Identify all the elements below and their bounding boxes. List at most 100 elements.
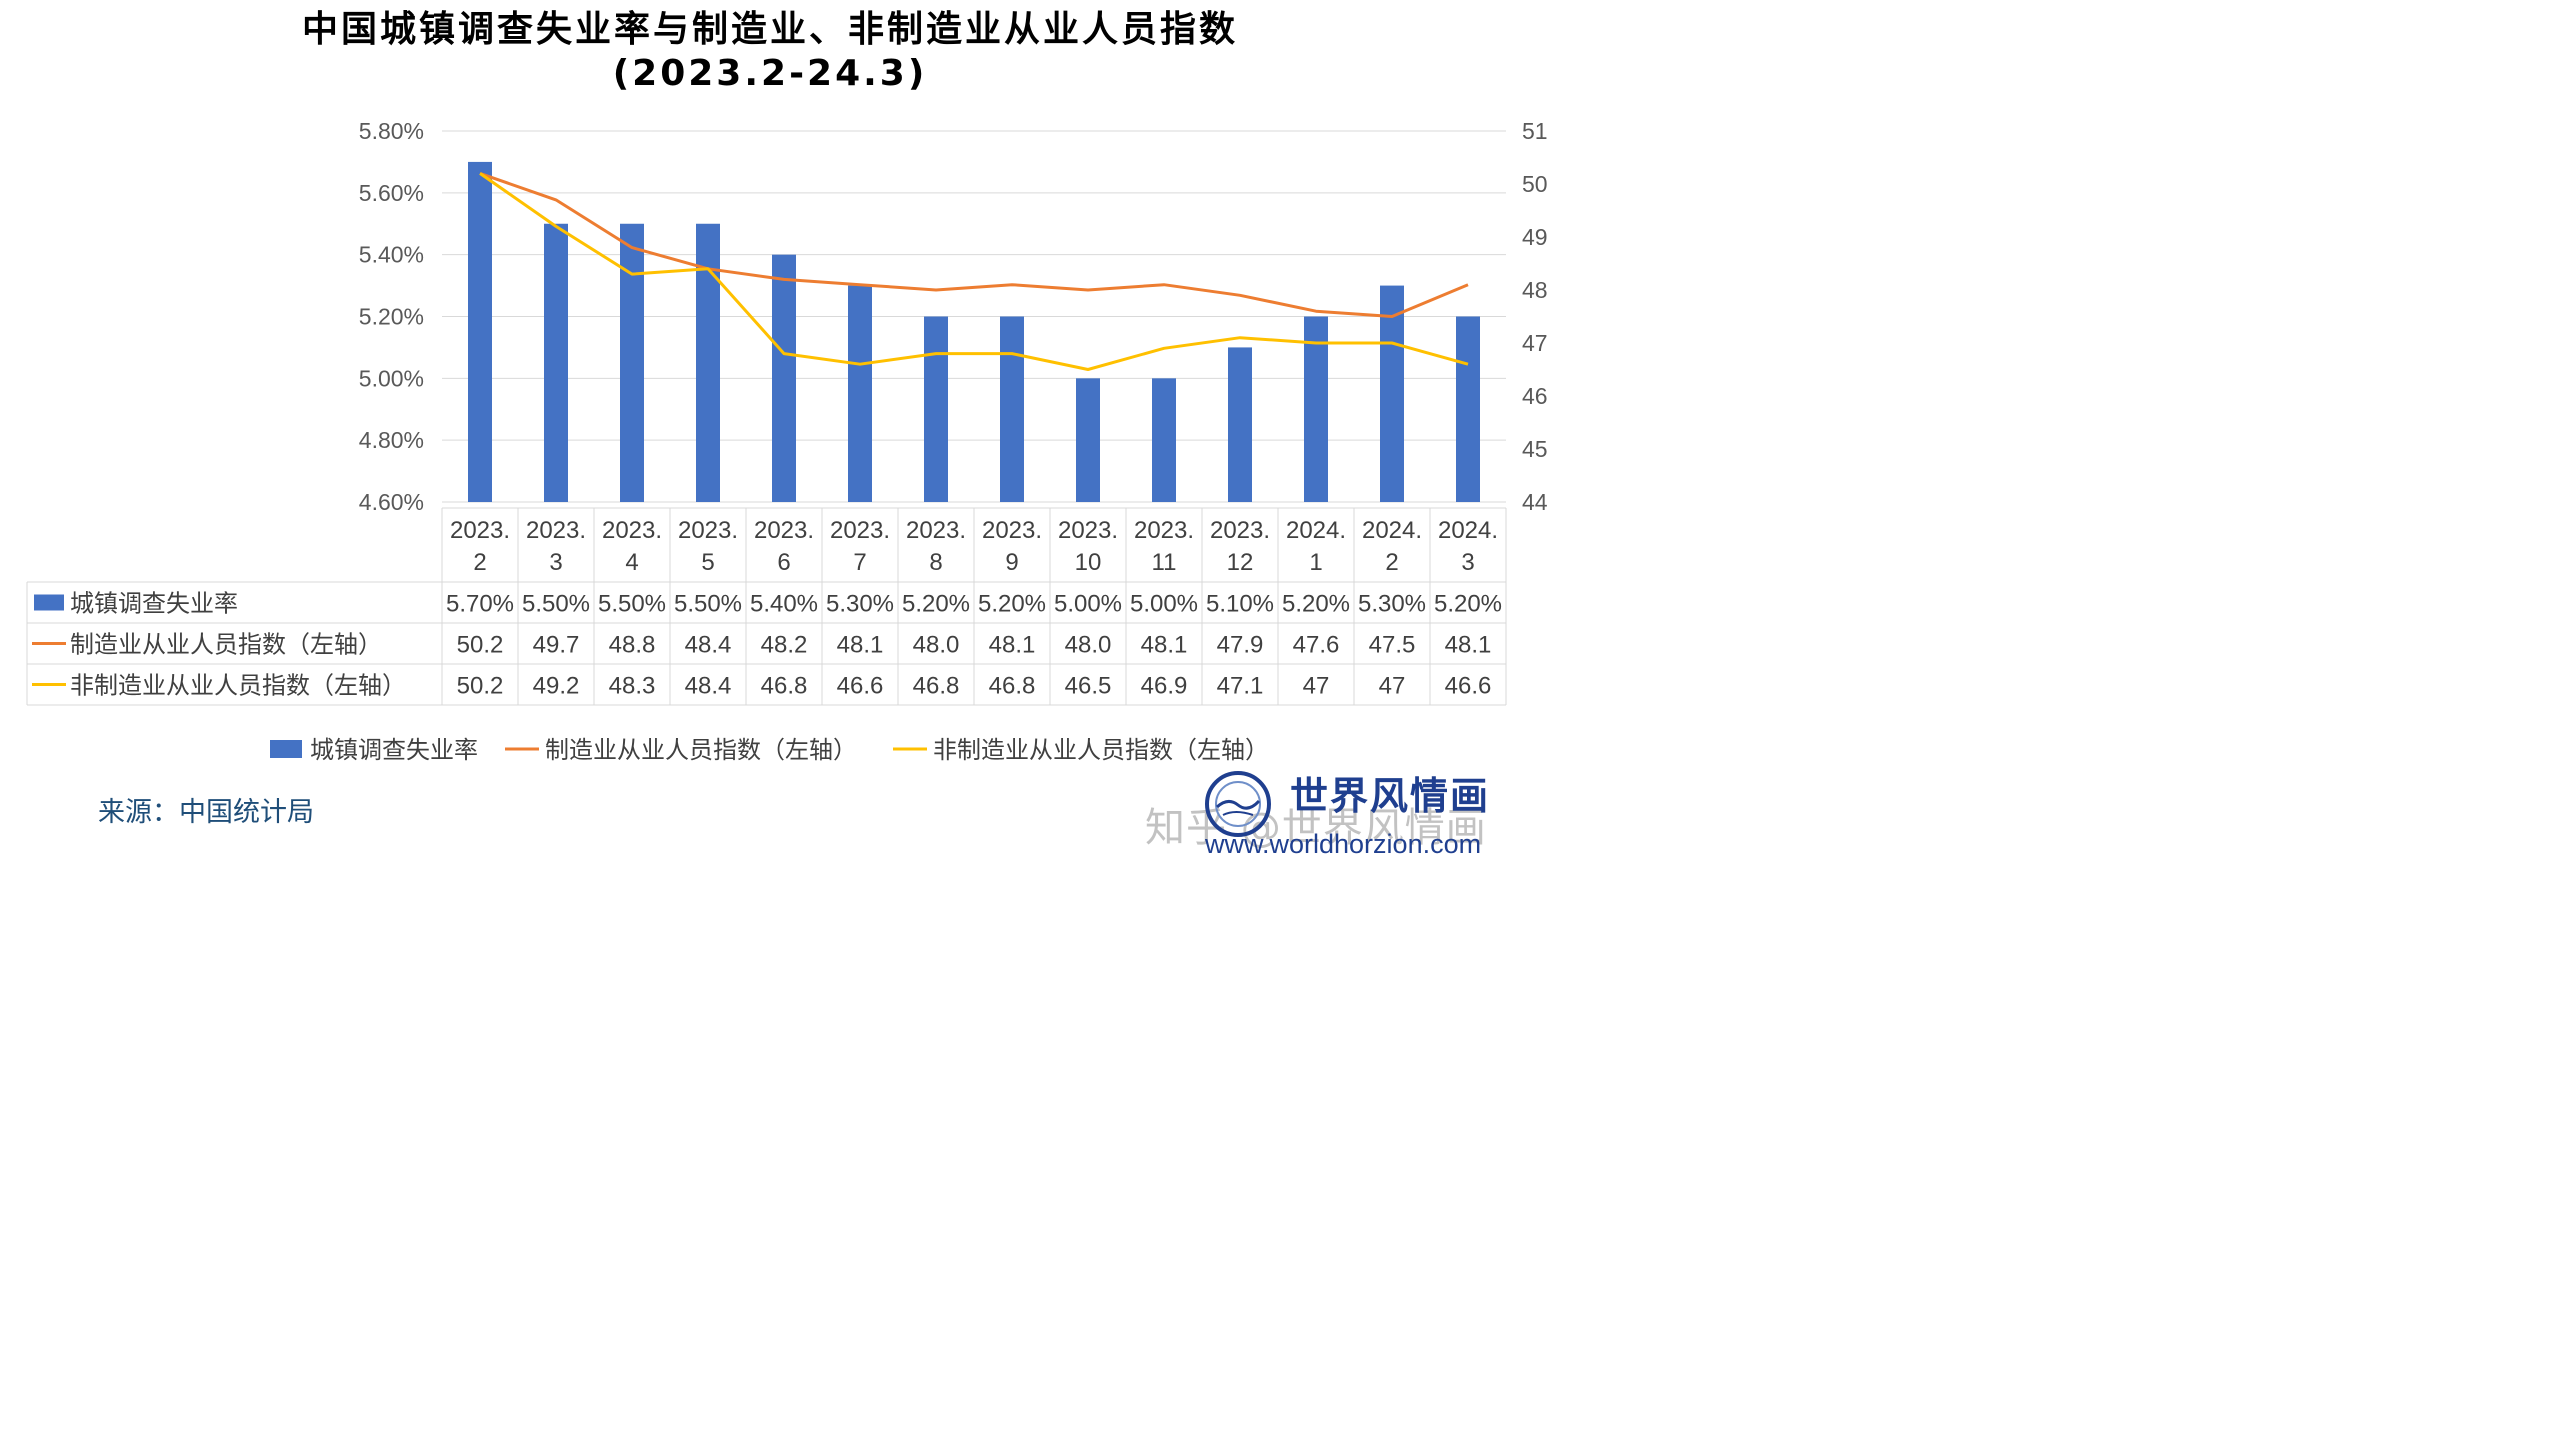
left-axis-ticks: 5.80% 5.60% 5.40% 5.20% 5.00% 4.80% 4.60% [359, 118, 424, 515]
data-label: 48.2 [761, 632, 808, 659]
data-label: 5.20% [978, 591, 1046, 618]
data-label: 48.8 [609, 632, 656, 659]
data-label: 48.1 [989, 632, 1036, 659]
row-label: 制造业从业人员指数（左轴） [70, 631, 382, 659]
data-label: 46.8 [913, 673, 960, 700]
data-label: 5.50% [674, 591, 742, 618]
data-label: 5.30% [826, 591, 894, 618]
left-tick-label: 5.60% [359, 180, 424, 206]
category-label: 2023. [678, 517, 738, 544]
category-label: 2023. [906, 517, 966, 544]
row-label: 非制造业从业人员指数（左轴） [70, 672, 406, 700]
data-label: 46.8 [761, 673, 808, 700]
data-label: 5.70% [446, 591, 514, 618]
bar-series [468, 161, 1480, 502]
right-tick-label: 49 [1522, 224, 1548, 250]
bar [620, 223, 644, 502]
bar [1456, 316, 1480, 502]
bar [1000, 316, 1024, 502]
chart-title-line1: 中国城镇调查失业率与制造业、非制造业从业人员指数 [301, 9, 1238, 50]
right-tick-label: 44 [1522, 489, 1548, 515]
bar [1152, 378, 1176, 502]
legend-key-bar [270, 740, 302, 758]
category-label: 1 [1309, 549, 1322, 576]
data-label: 47 [1303, 673, 1330, 700]
category-label: 2 [1385, 549, 1398, 576]
data-label: 48.1 [837, 632, 884, 659]
category-label: 2023. [754, 517, 814, 544]
left-tick-label: 4.60% [359, 489, 424, 515]
row-key-bar [34, 594, 64, 611]
chart-title-line2: (2023.2-24.3) [612, 53, 928, 94]
watermark: 知乎 @世界风情画 [1145, 805, 1487, 851]
category-label: 10 [1075, 549, 1102, 576]
data-label: 49.7 [533, 632, 580, 659]
data-label: 49.2 [533, 673, 580, 700]
category-label: 4 [625, 549, 638, 576]
category-label: 12 [1227, 549, 1254, 576]
bar [1076, 378, 1100, 502]
category-label: 2023. [450, 517, 510, 544]
category-label: 3 [549, 549, 562, 576]
brand-name: 世界风情画 [1290, 774, 1491, 818]
data-label: 5.40% [750, 591, 818, 618]
data-label: 46.6 [1445, 673, 1492, 700]
data-label: 5.20% [1282, 591, 1350, 618]
right-tick-label: 48 [1522, 277, 1548, 303]
right-tick-label: 47 [1522, 330, 1548, 356]
bar [468, 161, 492, 502]
legend-label: 城镇调查失业率 [310, 736, 478, 764]
data-label: 50.2 [457, 673, 504, 700]
category-label: 2024. [1438, 517, 1498, 544]
data-label: 46.5 [1065, 673, 1112, 700]
category-label: 7 [853, 549, 866, 576]
data-label: 46.8 [989, 673, 1036, 700]
legend-label: 非制造业从业人员指数（左轴） [933, 736, 1269, 764]
bar [1228, 347, 1252, 502]
data-label: 47.1 [1217, 673, 1264, 700]
non-manufacturing-line [479, 172, 1469, 371]
data-label: 48.0 [1065, 632, 1112, 659]
bar [1304, 316, 1328, 502]
category-label: 5 [701, 549, 714, 576]
data-label: 48.1 [1445, 632, 1492, 659]
category-label: 2023. [830, 517, 890, 544]
data-label: 48.4 [685, 673, 732, 700]
category-label: 2023. [1058, 517, 1118, 544]
data-label: 5.50% [598, 591, 666, 618]
data-label: 5.20% [902, 591, 970, 618]
bar [772, 254, 796, 502]
left-tick-label: 4.80% [359, 427, 424, 453]
data-table: 2023. 2 2023. 3 2023. 4 2023. 5 2023. 6 2023. 7 2023… [26, 507, 1507, 706]
category-label: 11 [1152, 549, 1177, 576]
right-axis-ticks: 51 50 49 48 47 46 45 44 [1522, 118, 1548, 515]
bar [848, 285, 872, 502]
category-label: 2 [473, 549, 486, 576]
bar [1380, 285, 1404, 502]
data-label: 46.9 [1141, 673, 1188, 700]
data-label: 5.00% [1130, 591, 1198, 618]
row-label: 城镇调查失业率 [70, 590, 238, 618]
globe-logo-icon [1205, 771, 1271, 837]
category-label: 8 [929, 549, 942, 576]
category-label: 2023. [526, 517, 586, 544]
left-tick-label: 5.80% [359, 118, 424, 144]
data-label: 48.3 [609, 673, 656, 700]
brand-block: 世界风情画 www.worldhorzion.com [1195, 765, 1555, 865]
category-label: 2024. [1286, 517, 1346, 544]
right-tick-label: 46 [1522, 383, 1548, 409]
category-label: 2023. [1210, 517, 1270, 544]
data-label: 5.50% [522, 591, 590, 618]
combo-chart: 5.80%5.60%5.40%5.20%5.00%4.80%4.60% 5150… [26, 118, 1548, 764]
gridlines [442, 130, 1506, 503]
right-tick-label: 51 [1522, 118, 1548, 144]
data-label: 47.5 [1369, 632, 1416, 659]
legend-label: 制造业从业人员指数（左轴） [545, 736, 857, 764]
category-label: 2023. [1134, 517, 1194, 544]
data-label: 48.4 [685, 632, 732, 659]
data-label: 46.6 [837, 673, 884, 700]
line-series [479, 171, 1469, 371]
data-label: 47.6 [1293, 632, 1340, 659]
data-label: 5.30% [1358, 591, 1426, 618]
category-label: 2023. [982, 517, 1042, 544]
